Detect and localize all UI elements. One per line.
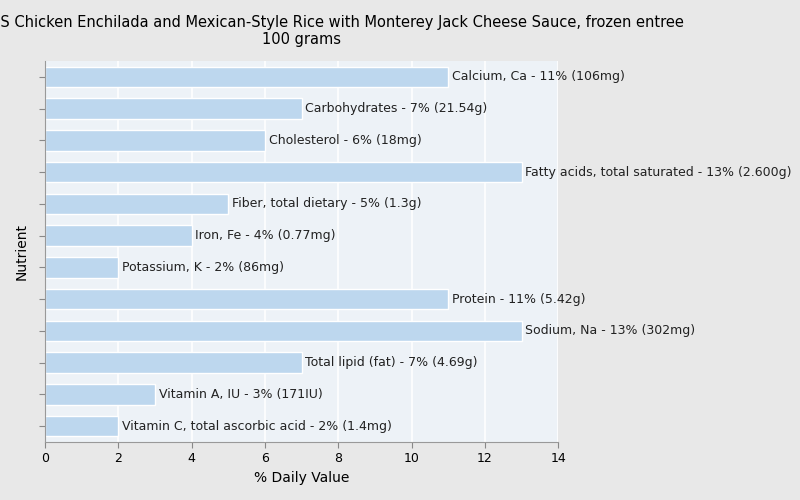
Bar: [45, 194, 228, 214]
Text: Sodium, Na - 13% (302mg): Sodium, Na - 13% (302mg): [526, 324, 695, 338]
Text: Calcium, Ca - 11% (106mg): Calcium, Ca - 11% (106mg): [452, 70, 625, 84]
Bar: [45, 98, 302, 119]
Text: Fiber, total dietary - 5% (1.3g): Fiber, total dietary - 5% (1.3g): [232, 198, 422, 210]
Bar: [45, 130, 265, 151]
Text: Vitamin A, IU - 3% (171IU): Vitamin A, IU - 3% (171IU): [158, 388, 322, 401]
Text: Carbohydrates - 7% (21.54g): Carbohydrates - 7% (21.54g): [306, 102, 487, 115]
X-axis label: % Daily Value: % Daily Value: [254, 471, 350, 485]
Text: Potassium, K - 2% (86mg): Potassium, K - 2% (86mg): [122, 261, 284, 274]
Title: STOUFFER'S Chicken Enchilada and Mexican-Style Rice with Monterey Jack Cheese Sa: STOUFFER'S Chicken Enchilada and Mexican…: [0, 15, 684, 48]
Text: Total lipid (fat) - 7% (4.69g): Total lipid (fat) - 7% (4.69g): [306, 356, 478, 369]
Bar: [45, 352, 302, 373]
Bar: [45, 257, 118, 278]
Bar: [45, 320, 522, 341]
Bar: [45, 384, 155, 404]
Text: Fatty acids, total saturated - 13% (2.600g): Fatty acids, total saturated - 13% (2.60…: [526, 166, 792, 178]
Text: Vitamin C, total ascorbic acid - 2% (1.4mg): Vitamin C, total ascorbic acid - 2% (1.4…: [122, 420, 392, 432]
Text: Protein - 11% (5.42g): Protein - 11% (5.42g): [452, 292, 586, 306]
Text: Cholesterol - 6% (18mg): Cholesterol - 6% (18mg): [269, 134, 422, 147]
Bar: [45, 226, 192, 246]
Bar: [45, 289, 448, 310]
Text: Iron, Fe - 4% (0.77mg): Iron, Fe - 4% (0.77mg): [195, 229, 336, 242]
Bar: [45, 416, 118, 436]
Bar: [45, 66, 448, 87]
Y-axis label: Nutrient: Nutrient: [15, 223, 29, 280]
Bar: [45, 162, 522, 182]
